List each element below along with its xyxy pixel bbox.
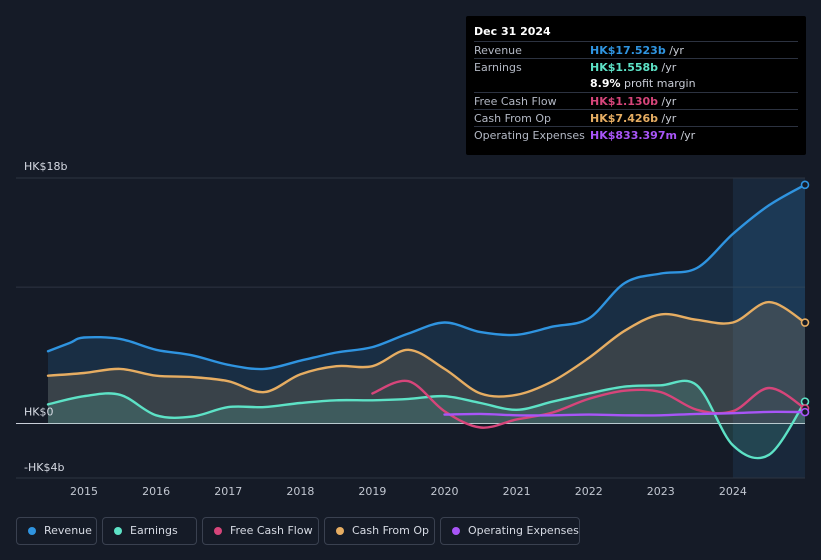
y-tick-label: HK$18b (24, 160, 67, 173)
x-tick-label: 2019 (358, 485, 386, 498)
marker-layer (800, 180, 810, 417)
legend-dot-icon (452, 527, 460, 535)
x-tick-label: 2023 (647, 485, 675, 498)
grid-layer (16, 177, 805, 479)
data-tooltip: Dec 31 2024 Revenue HK$17.523b /yr Earni… (466, 16, 806, 155)
tooltip-number: HK$17.523b (590, 44, 666, 57)
legend-item-operating-expenses[interactable]: Operating Expenses (440, 517, 580, 545)
free-cash-flow-line (371, 379, 807, 429)
tooltip-value: HK$17.523b /yr (590, 44, 684, 57)
earnings-end-marker (800, 397, 810, 406)
tooltip-value: HK$1.558b /yr (590, 61, 676, 74)
x-tick-label: 2020 (431, 485, 459, 498)
x-tick-label: 2018 (286, 485, 314, 498)
operating-expenses-line (443, 410, 807, 417)
legend-item-cash-from-op[interactable]: Cash From Op (324, 517, 435, 545)
tooltip-value: HK$7.426b /yr (590, 112, 676, 125)
x-tick-label: 2016 (142, 485, 170, 498)
legend-dot-icon (28, 527, 36, 535)
axis-layer: HK$18b HK$0 -HK$4b 2015 2016 2017 2018 2019 2020… (24, 160, 747, 498)
tooltip-row-profit-margin: 8.9% profit margin (474, 75, 798, 92)
tooltip-value: HK$1.130b /yr (590, 95, 676, 108)
tooltip-row-operating-expenses: Operating Expenses HK$833.397m /yr (474, 126, 798, 144)
tooltip-number: 8.9% (590, 77, 621, 90)
x-tick-label: 2017 (214, 485, 242, 498)
tooltip-number: HK$7.426b (590, 112, 659, 125)
cash-from-op-end-marker (800, 318, 810, 327)
forecast-highlight-region (732, 178, 805, 478)
tooltip-unit: profit margin (620, 77, 696, 90)
cash-from-op-line (46, 300, 807, 398)
tooltip-value: 8.9% profit margin (590, 77, 696, 90)
tooltip-label: Operating Expenses (474, 129, 585, 142)
legend-label: Operating Expenses (468, 524, 579, 537)
earnings-area (48, 380, 805, 459)
x-tick-label: 2021 (503, 485, 531, 498)
tooltip-label: Earnings (474, 61, 522, 74)
tooltip-label: Cash From Op (474, 112, 552, 125)
legend-item-revenue[interactable]: Revenue (16, 517, 97, 545)
legend-label: Free Cash Flow (230, 524, 313, 537)
revenue-area (48, 184, 805, 424)
x-tick-label: 2022 (575, 485, 603, 498)
legend-item-free-cash-flow[interactable]: Free Cash Flow (202, 517, 319, 545)
revenue-line (46, 183, 807, 371)
tooltip-unit: /yr (658, 61, 677, 74)
tooltip-unit: /yr (676, 129, 696, 142)
x-tick-label: 2024 (719, 485, 747, 498)
tooltip-row-earnings: Earnings HK$1.558b /yr (474, 58, 798, 76)
operating-expenses-end-marker (800, 407, 810, 417)
tooltip-label: Revenue (474, 44, 522, 57)
tooltip-unit: /yr (658, 95, 677, 108)
tooltip-row-cash-from-op: Cash From Op HK$7.426b /yr (474, 109, 798, 127)
tooltip-value: HK$833.397m /yr (590, 129, 695, 142)
tooltip-unit: /yr (658, 112, 677, 125)
tooltip-row-free-cash-flow: Free Cash Flow HK$1.130b /yr (474, 92, 798, 110)
legend-label: Revenue (44, 524, 92, 537)
tooltip-number: HK$1.558b (590, 61, 659, 74)
legend-label: Cash From Op (352, 524, 430, 537)
tooltip-label: Free Cash Flow (474, 95, 557, 108)
tooltip-row-revenue: Revenue HK$17.523b /yr (474, 41, 798, 59)
tooltip-number: HK$833.397m (590, 129, 677, 142)
tooltip-number: HK$1.130b (590, 95, 659, 108)
y-tick-label: -HK$4b (24, 461, 64, 474)
earnings-line (46, 379, 807, 460)
x-tick-label: 2015 (70, 485, 98, 498)
tooltip-date: Dec 31 2024 (474, 25, 551, 38)
line-layer (46, 183, 807, 460)
tooltip-unit: /yr (665, 44, 684, 57)
legend-dot-icon (336, 527, 344, 535)
y-tick-label: HK$0 (24, 405, 53, 418)
revenue-end-marker (800, 180, 810, 190)
legend-dot-icon (214, 527, 222, 535)
legend-item-earnings[interactable]: Earnings (102, 517, 197, 545)
legend-label: Earnings (130, 524, 178, 537)
legend-dot-icon (114, 527, 122, 535)
